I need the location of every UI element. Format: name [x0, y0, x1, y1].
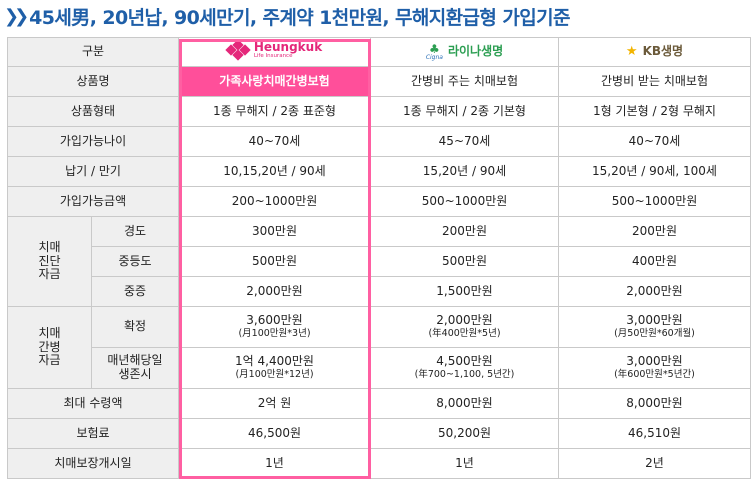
table-cell: 2,000만원 — [558, 276, 751, 307]
amount-note: (月50만원*60개월) — [614, 327, 695, 339]
kb-logo-name: KB생명 — [642, 44, 684, 59]
amount-main: 3,600만원 — [246, 313, 303, 328]
heungkuk-logo: Heungkuk Life Insurance — [225, 39, 323, 61]
amount-main: 2,000만원 — [436, 313, 493, 328]
table-row: 납기 / 만기 10,15,20년 / 90세 15,20년 / 90세 15,… — [7, 156, 751, 187]
table-cell: 45~70세 — [370, 126, 559, 157]
table-row: 상품명 가족사랑치매간병보험 간병비 주는 치매보험 간병비 받는 치매보험 — [7, 66, 751, 97]
double-chevron-right-icon: ❯❯ — [4, 5, 29, 27]
row-label: 납기 / 만기 — [7, 156, 179, 187]
table-cell: 1종 무해지 / 2종 기본형 — [370, 96, 559, 127]
amount-main: 1억 4,400만원 — [235, 354, 314, 369]
table-row: 치매보장개시일 1년 1년 2년 — [7, 448, 751, 479]
row-sublabel: 경도 — [91, 216, 179, 247]
row-label: 상품명 — [7, 66, 179, 97]
row-label: 가입가능나이 — [7, 126, 179, 157]
group-label-diagnosis: 치매 진단 자금 — [7, 216, 92, 307]
amount-note: (年400만원*5년) — [428, 327, 501, 339]
row-label: 상품형태 — [7, 96, 179, 127]
heungkuk-product-name: 가족사랑치매간병보험 — [178, 66, 371, 97]
table-cell: 40~70세 — [178, 126, 371, 157]
amount-main: 4,500만원 — [436, 354, 493, 369]
table-row: 가입가능금액 200~1000만원 500~1000만원 500~1000만원 — [7, 186, 751, 217]
comparison-table: 구분 Heungkuk Life Insurance ♣ Cigna 라이나생명 … — [7, 37, 751, 479]
heungkuk-logo-cell: Heungkuk Life Insurance — [178, 37, 371, 67]
row-label: 가입가능금액 — [7, 186, 179, 217]
amount-note: (月100만원*3년) — [238, 327, 311, 339]
group-label-care: 치매 간병 자금 — [7, 306, 92, 389]
page-title: ❯❯ 45세男, 20년납, 90세만기, 주계약 1천만원, 무해지환급형 가… — [4, 2, 570, 30]
table-header-row: 구분 Heungkuk Life Insurance ♣ Cigna 라이나생명 … — [7, 37, 751, 67]
table-cell: 46,510원 — [558, 418, 751, 449]
cigna-tree-icon: ♣ — [429, 42, 440, 56]
row-label: 최대 수령액 — [7, 388, 179, 419]
row-label: 치매보장개시일 — [7, 448, 179, 479]
table-cell: 8,000만원 — [370, 388, 559, 419]
table-cell: 200만원 — [370, 216, 559, 247]
kb-star-icon: ★ — [625, 43, 638, 59]
amount-main: 3,000만원 — [626, 354, 683, 369]
amount-note: (月100만원*12년) — [235, 368, 314, 380]
table-cell: 40~70세 — [558, 126, 751, 157]
heungkuk-logo-name: Heungkuk — [253, 39, 323, 54]
table-cell: 400만원 — [558, 246, 751, 277]
row-sublabel: 중등도 — [91, 246, 179, 277]
table-cell: 500만원 — [370, 246, 559, 277]
table-row: 매년해당일 생존시 1억 4,400만원 (月100만원*12년) 4,500만원… — [8, 347, 751, 389]
table-cell: 3,000만원 (年600만원*5년간) — [558, 347, 751, 389]
table-cell: 1형 기본형 / 2형 무해지 — [558, 96, 751, 127]
table-row: 치매 진단 자금 경도 300만원 200만원 200만원 — [7, 216, 751, 307]
row-sublabel: 확정 — [91, 306, 179, 348]
kb-logo: ★ KB생명 — [625, 43, 684, 60]
cigna-wordmark: Cigna — [425, 54, 443, 61]
table-cell: 간병비 받는 치매보험 — [558, 66, 751, 97]
table-row: 중등도 500만원 500만원 400만원 — [8, 246, 751, 277]
table-row: 상품형태 1종 무해지 / 2종 표준형 1종 무해지 / 2종 기본형 1형 … — [7, 96, 751, 127]
table-cell: 500~1000만원 — [370, 186, 559, 217]
cigna-logo-cell: ♣ Cigna 라이나생명 — [370, 37, 559, 67]
heungkuk-diamond-icon — [225, 39, 251, 61]
table-cell: 1,500만원 — [370, 276, 559, 307]
table-cell: 3,000만원 (月50만원*60개월) — [558, 306, 751, 348]
table-cell: 1년 — [178, 448, 371, 479]
table-cell: 500만원 — [178, 246, 371, 277]
table-cell: 10,15,20년 / 90세 — [178, 156, 371, 187]
table-cell: 46,500원 — [178, 418, 371, 449]
table-row: 최대 수령액 2억 원 8,000만원 8,000만원 — [7, 388, 751, 419]
table-row: 중증 2,000만원 1,500만원 2,000만원 — [8, 276, 751, 307]
amount-note: (年700~1,100, 5년간) — [414, 368, 515, 380]
category-header: 구분 — [7, 37, 179, 67]
table-cell: 2년 — [558, 448, 751, 479]
table-cell: 15,20년 / 90세 — [370, 156, 559, 187]
table-cell: 2억 원 — [178, 388, 371, 419]
table-cell: 200만원 — [558, 216, 751, 247]
table-row: 가입가능나이 40~70세 45~70세 40~70세 — [7, 126, 751, 157]
table-cell: 1억 4,400만원 (月100만원*12년) — [178, 347, 371, 389]
table-cell: 50,200원 — [370, 418, 559, 449]
table-row: 보험료 46,500원 50,200원 46,510원 — [7, 418, 751, 449]
cigna-logo-name: 라이나생명 — [447, 44, 504, 59]
amount-main: 3,000만원 — [626, 313, 683, 328]
row-sublabel: 중증 — [91, 276, 179, 307]
heungkuk-logo-sub: Life Insurance — [253, 52, 293, 59]
table-cell: 2,000만원 (年400만원*5년) — [370, 306, 559, 348]
page-title-text: 45세男, 20년납, 90세만기, 주계약 1천만원, 무해지환급형 가입기준 — [29, 6, 570, 29]
table-cell: 500~1000만원 — [558, 186, 751, 217]
row-sublabel: 매년해당일 생존시 — [91, 347, 179, 389]
table-cell: 2,000만원 — [178, 276, 371, 307]
table-row: 치매 간병 자금 확정 3,600만원 (月100만원*3년) 2,000만원 (年… — [7, 306, 751, 389]
table-cell: 1종 무해지 / 2종 표준형 — [178, 96, 371, 127]
amount-note: (年600만원*5년간) — [614, 368, 695, 380]
table-cell: 3,600만원 (月100만원*3년) — [178, 306, 371, 348]
cigna-logo: ♣ Cigna 라이나생명 — [426, 43, 503, 61]
table-cell: 4,500만원 (年700~1,100, 5년간) — [370, 347, 559, 389]
table-cell: 200~1000만원 — [178, 186, 371, 217]
table-cell: 8,000만원 — [558, 388, 751, 419]
table-cell: 300만원 — [178, 216, 371, 247]
table-cell: 1년 — [370, 448, 559, 479]
table-cell: 간병비 주는 치매보험 — [370, 66, 559, 97]
kb-logo-cell: ★ KB생명 — [558, 37, 751, 67]
table-cell: 15,20년 / 90세, 100세 — [558, 156, 751, 187]
row-label: 보험료 — [7, 418, 179, 449]
